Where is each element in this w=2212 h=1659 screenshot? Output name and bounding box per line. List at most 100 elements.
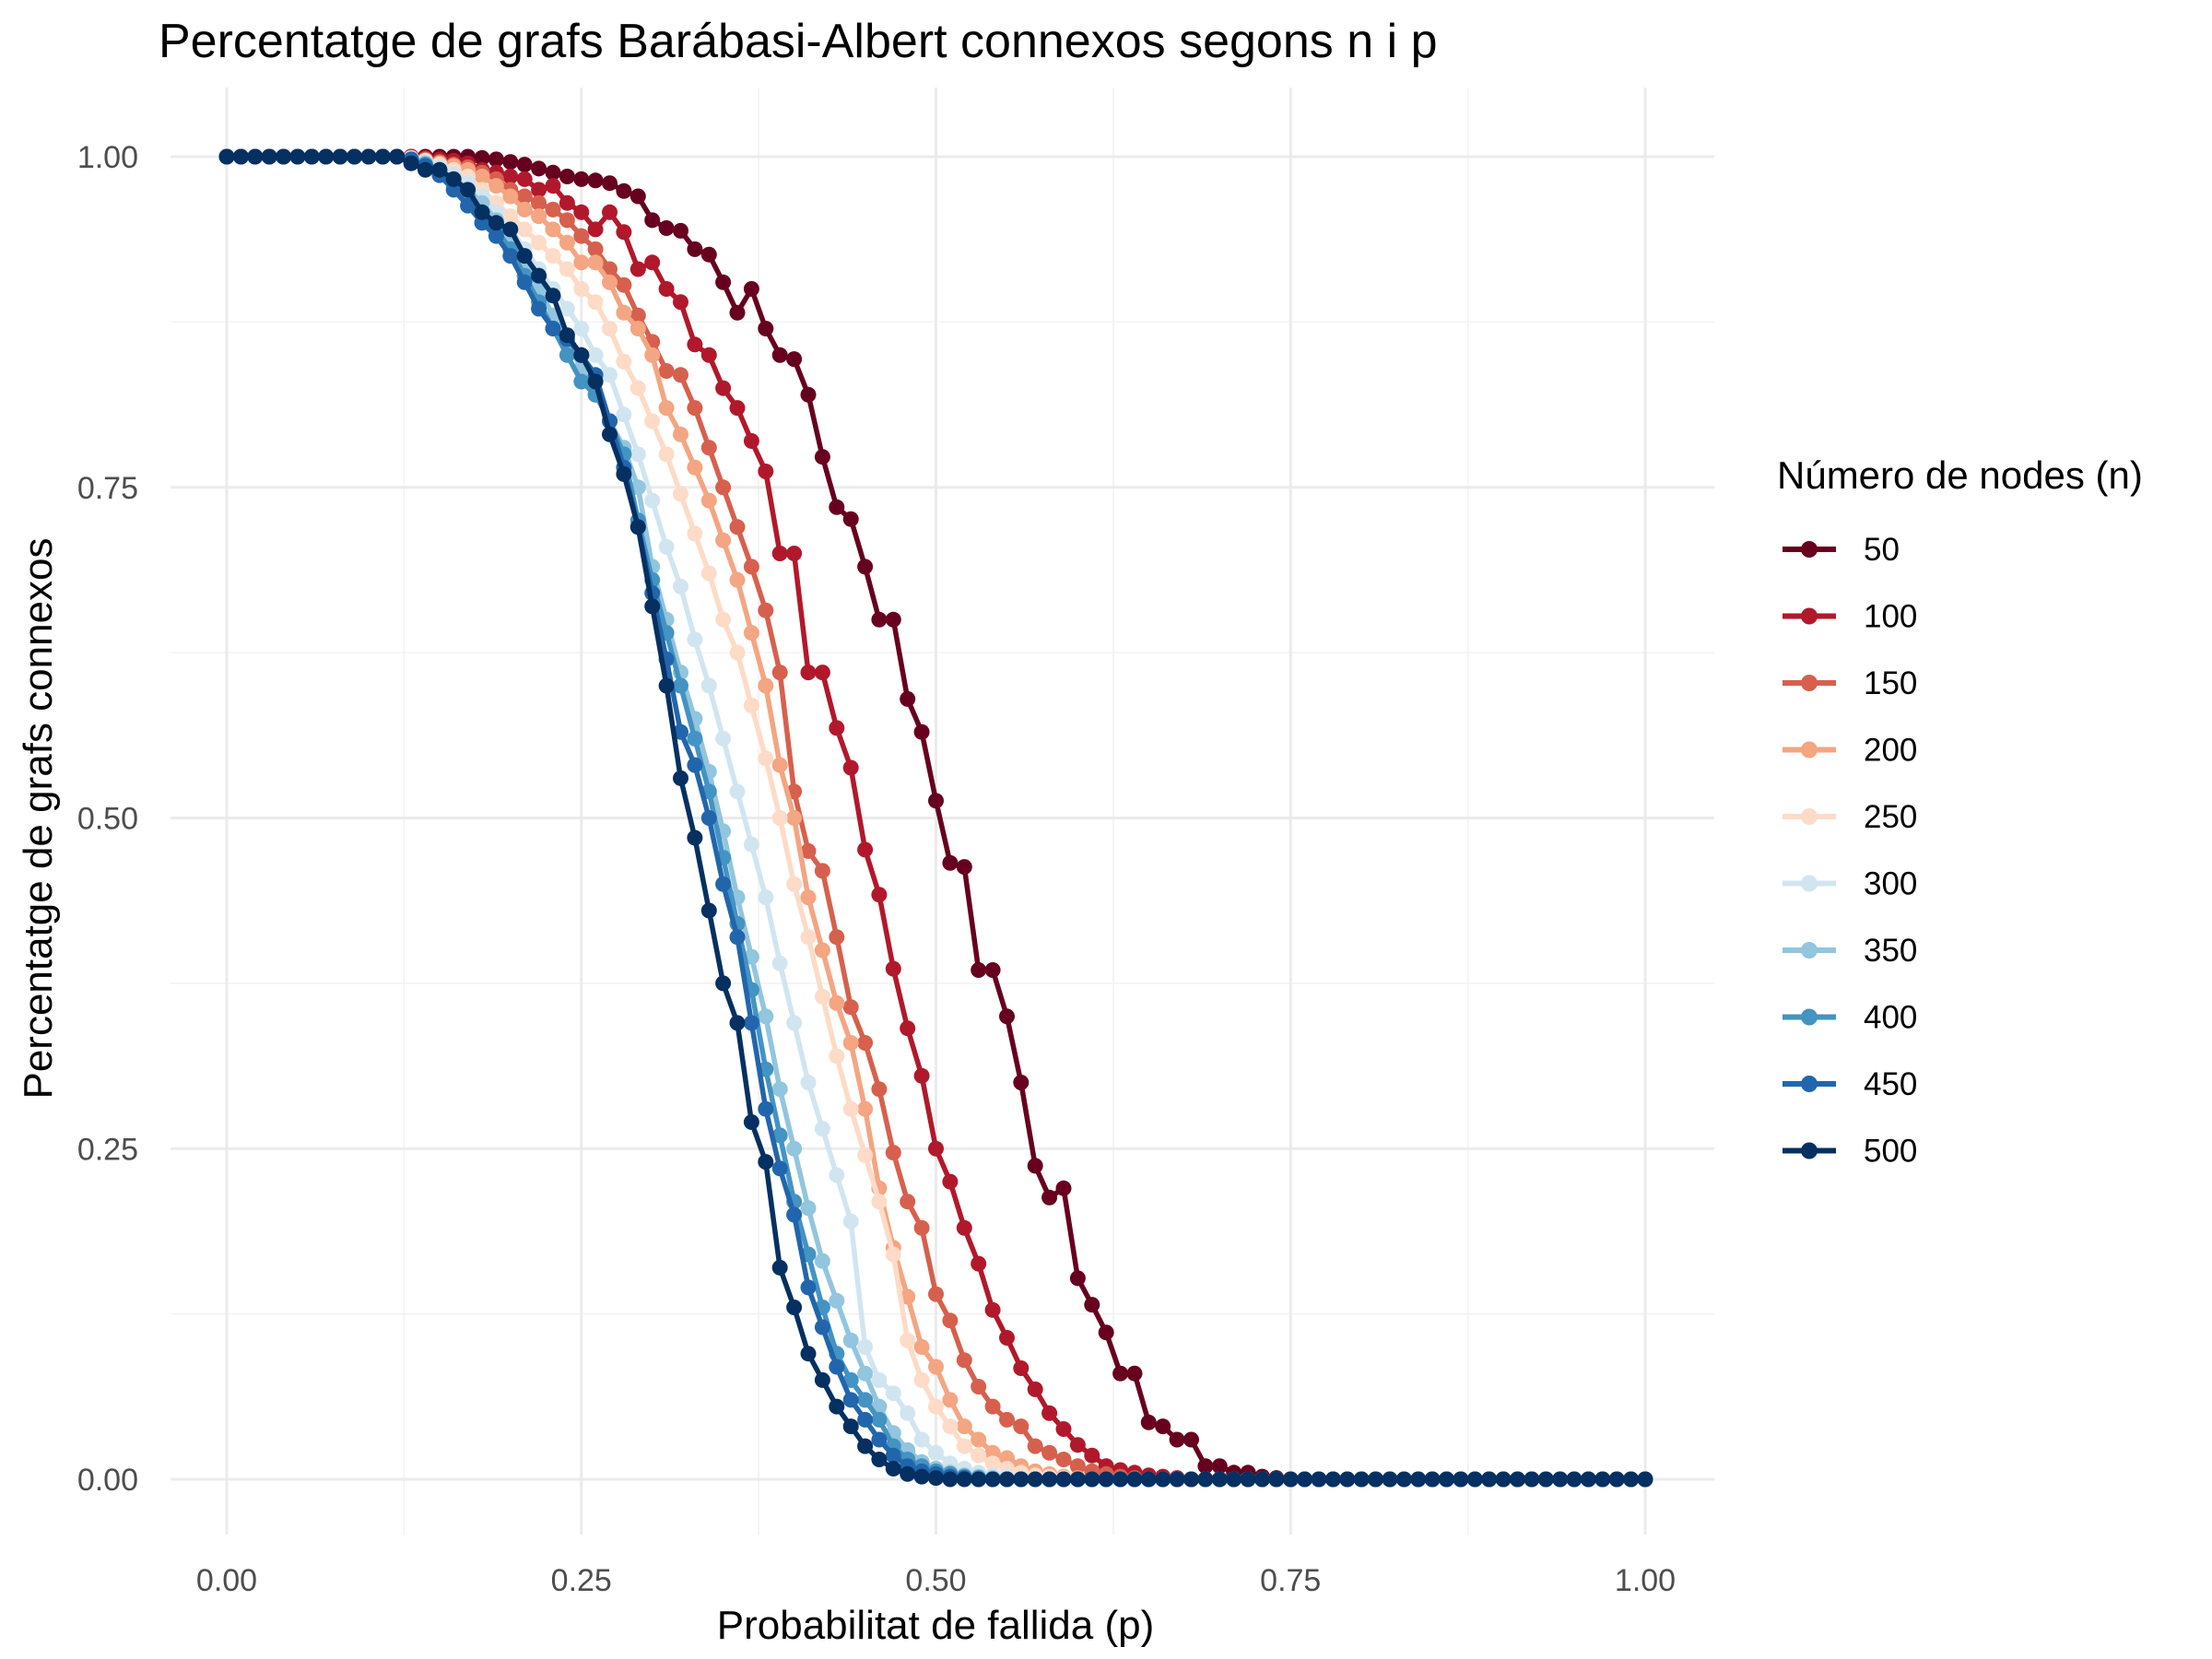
data-point-500 <box>1481 1471 1498 1488</box>
data-point-100 <box>573 204 590 220</box>
data-point-150 <box>1013 1418 1030 1435</box>
data-point-200 <box>971 1431 987 1448</box>
data-point-500 <box>1297 1471 1313 1488</box>
data-point-400 <box>857 1392 874 1408</box>
data-point-100 <box>829 720 845 736</box>
data-point-100 <box>700 347 717 363</box>
data-point-150 <box>715 479 732 496</box>
data-point-300 <box>857 1339 874 1355</box>
data-point-450 <box>729 929 746 946</box>
data-point-50 <box>971 962 987 978</box>
data-point-500 <box>332 148 348 165</box>
legend-item-200: 200 <box>1783 733 1917 769</box>
data-point-50 <box>814 449 830 465</box>
data-point-150 <box>1041 1444 1058 1461</box>
y-tick-label: 0.75 <box>77 471 138 506</box>
data-point-300 <box>559 300 575 317</box>
data-point-500 <box>928 1470 944 1487</box>
data-point-500 <box>516 248 533 265</box>
data-point-250 <box>531 234 547 251</box>
data-point-100 <box>502 169 519 184</box>
y-tick-label: 0.00 <box>77 1463 138 1498</box>
data-point-150 <box>814 863 830 879</box>
data-point-200 <box>573 254 590 271</box>
data-point-100 <box>999 1330 1015 1346</box>
data-point-250 <box>616 353 632 370</box>
data-point-300 <box>842 1213 859 1230</box>
data-point-50 <box>871 611 888 628</box>
data-point-300 <box>743 836 759 853</box>
data-point-400 <box>771 1127 788 1144</box>
data-point-450 <box>531 300 547 317</box>
data-point-300 <box>758 889 774 906</box>
data-point-50 <box>1069 1270 1086 1287</box>
data-point-450 <box>800 1279 817 1296</box>
legend-label: 100 <box>1864 599 1917 635</box>
data-point-500 <box>1524 1471 1540 1488</box>
data-point-50 <box>1126 1365 1143 1382</box>
data-point-500 <box>1580 1471 1596 1488</box>
data-point-500 <box>1155 1471 1171 1488</box>
data-point-50 <box>700 246 717 263</box>
data-point-450 <box>502 248 519 265</box>
data-point-500 <box>1353 1471 1370 1488</box>
legend-item-100: 100 <box>1783 599 1917 635</box>
data-point-450 <box>460 197 477 214</box>
data-point-500 <box>857 1438 874 1454</box>
data-point-50 <box>1211 1458 1228 1475</box>
data-point-500 <box>431 161 448 178</box>
data-point-100 <box>913 1067 930 1084</box>
data-point-250 <box>658 446 675 463</box>
data-point-500 <box>1027 1471 1043 1488</box>
data-point-300 <box>800 1075 817 1090</box>
data-point-250 <box>644 413 661 429</box>
data-point-150 <box>956 1352 972 1369</box>
data-point-500 <box>1566 1471 1583 1488</box>
data-point-500 <box>942 1471 959 1488</box>
data-point-250 <box>573 281 590 297</box>
data-point-250 <box>913 1371 930 1388</box>
data-point-500 <box>1254 1471 1270 1488</box>
data-point-450 <box>673 724 688 740</box>
data-point-400 <box>559 347 575 363</box>
data-point-100 <box>984 1301 1001 1318</box>
data-point-450 <box>758 1100 774 1117</box>
data-point-150 <box>900 1194 916 1210</box>
legend-key-point <box>1801 741 1818 759</box>
data-point-200 <box>644 347 661 363</box>
data-point-500 <box>1510 1471 1525 1488</box>
data-point-250 <box>814 988 830 1005</box>
data-point-100 <box>687 336 703 353</box>
data-point-400 <box>573 373 590 390</box>
legend-item-350: 350 <box>1783 933 1917 969</box>
data-point-500 <box>587 373 604 390</box>
data-point-250 <box>758 750 774 767</box>
data-point-150 <box>516 188 533 205</box>
data-point-50 <box>602 175 618 192</box>
data-point-500 <box>1537 1471 1554 1488</box>
data-point-500 <box>247 148 264 165</box>
data-point-200 <box>928 1359 944 1375</box>
data-point-200 <box>729 571 746 588</box>
data-point-500 <box>700 902 717 919</box>
legend-key-point <box>1801 875 1818 892</box>
series-layer <box>218 148 1653 1488</box>
data-point-500 <box>885 1461 901 1477</box>
data-point-150 <box>984 1398 1001 1415</box>
data-point-150 <box>928 1286 944 1302</box>
data-point-500 <box>276 148 292 165</box>
legend-key-point <box>1801 1076 1818 1092</box>
data-point-100 <box>786 546 803 561</box>
data-point-500 <box>1183 1471 1199 1488</box>
data-point-200 <box>857 1100 874 1117</box>
data-point-500 <box>629 519 646 535</box>
data-point-150 <box>629 307 646 324</box>
data-point-50 <box>644 212 661 229</box>
data-point-400 <box>673 677 688 694</box>
data-point-500 <box>1368 1471 1384 1488</box>
data-point-50 <box>900 690 916 707</box>
data-point-500 <box>1084 1471 1100 1488</box>
data-point-50 <box>1183 1431 1199 1448</box>
data-point-50 <box>928 793 944 809</box>
